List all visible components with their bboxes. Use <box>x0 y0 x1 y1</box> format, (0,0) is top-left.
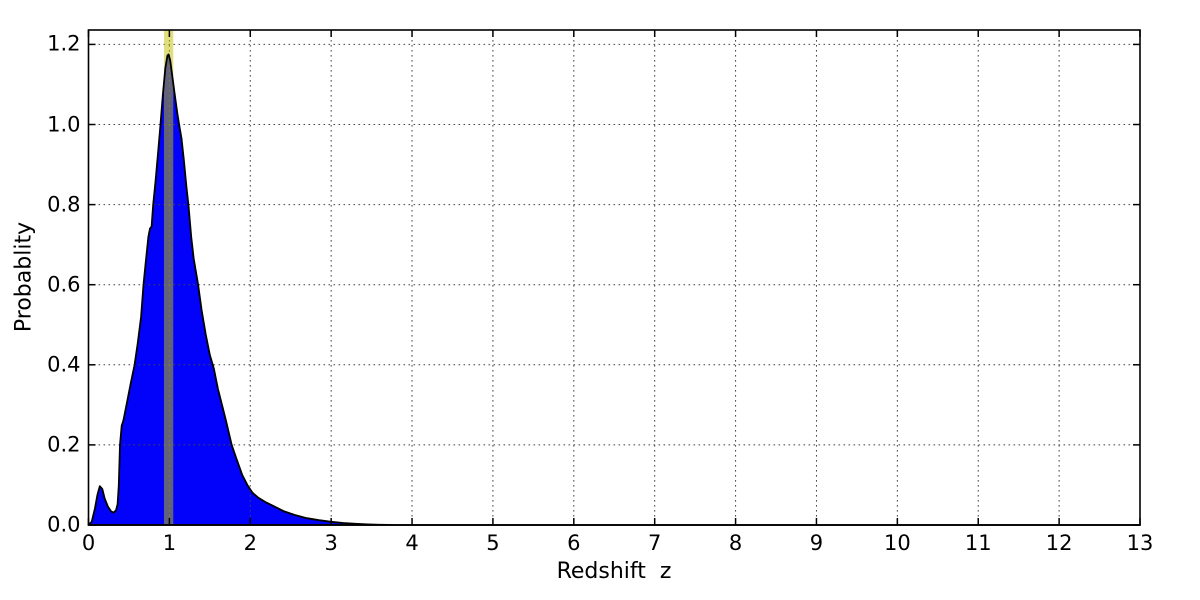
x-tick-label-13: 13 <box>1126 531 1154 555</box>
y-tick-label-0.0: 0.0 <box>47 512 81 537</box>
x-tick-label-6: 6 <box>567 531 581 555</box>
x-tick-label-0: 0 <box>81 531 96 555</box>
x-tick-label-3: 3 <box>324 531 338 555</box>
x-tick-label-10: 10 <box>883 531 911 555</box>
redshift-marker-band <box>163 30 174 525</box>
pdf-curve-fill <box>88 54 1140 526</box>
x-tick-label-7: 7 <box>648 531 662 555</box>
x-tick-label-12: 12 <box>1045 531 1073 555</box>
y-tick-label-0.8: 0.8 <box>47 192 81 217</box>
pdf-curve-edge <box>87 53 1141 526</box>
y-tick-label-0.6: 0.6 <box>47 272 81 297</box>
y-tick-label-0.2: 0.2 <box>47 432 81 457</box>
x-tick-label-1: 1 <box>162 531 177 555</box>
y-tick-label-1.2: 1.2 <box>47 31 81 56</box>
x-tick-label-11: 11 <box>964 531 992 555</box>
x-tick-label-5: 5 <box>486 531 500 555</box>
y-tick-label-1.0: 1.0 <box>47 112 81 136</box>
x-tick-label-4: 4 <box>405 531 419 555</box>
x-tick-label-9: 9 <box>809 531 824 555</box>
x-tick-label-8: 8 <box>728 531 743 555</box>
x-tick-label-2: 2 <box>243 531 257 555</box>
y-axis-label: Probablity <box>11 221 37 333</box>
y-tick-label-0.4: 0.4 <box>47 352 81 377</box>
x-axis-label: Redshift z <box>556 559 672 584</box>
axes-spines <box>87 29 1141 526</box>
